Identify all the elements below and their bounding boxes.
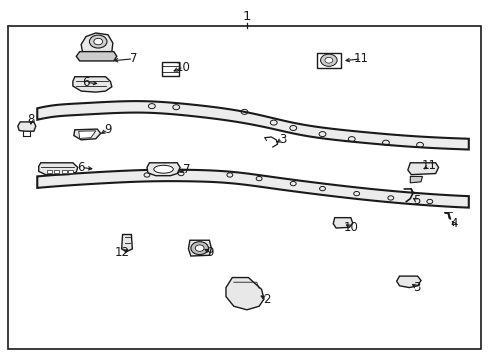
Text: 4: 4 xyxy=(449,217,457,230)
Text: 6: 6 xyxy=(82,76,90,89)
Circle shape xyxy=(325,57,332,63)
Text: 11: 11 xyxy=(353,52,368,65)
Polygon shape xyxy=(122,234,132,252)
Polygon shape xyxy=(407,163,438,175)
Polygon shape xyxy=(188,240,211,256)
Polygon shape xyxy=(225,278,264,310)
Text: 3: 3 xyxy=(278,132,285,145)
Text: 12: 12 xyxy=(115,246,130,259)
Text: 9: 9 xyxy=(104,123,111,136)
Circle shape xyxy=(94,39,102,45)
Text: 10: 10 xyxy=(176,60,191,73)
Bar xyxy=(47,170,52,173)
Polygon shape xyxy=(39,163,78,175)
Polygon shape xyxy=(73,77,112,92)
Polygon shape xyxy=(18,122,36,131)
Ellipse shape xyxy=(154,165,173,173)
Polygon shape xyxy=(396,276,420,288)
Polygon shape xyxy=(147,163,180,176)
Bar xyxy=(68,170,73,173)
Polygon shape xyxy=(37,170,468,208)
Circle shape xyxy=(195,245,203,251)
Polygon shape xyxy=(161,62,178,76)
Text: 7: 7 xyxy=(183,163,190,176)
Text: 5: 5 xyxy=(412,194,420,207)
Polygon shape xyxy=(316,53,340,68)
Text: 3: 3 xyxy=(412,281,420,294)
Circle shape xyxy=(320,54,336,66)
Polygon shape xyxy=(332,218,352,228)
Text: 2: 2 xyxy=(262,293,270,306)
Polygon shape xyxy=(79,131,96,138)
Polygon shape xyxy=(37,101,468,149)
Circle shape xyxy=(190,242,208,255)
Text: 6: 6 xyxy=(77,161,85,174)
Text: 11: 11 xyxy=(421,159,435,172)
Polygon shape xyxy=(74,129,101,140)
Bar xyxy=(61,170,66,173)
Polygon shape xyxy=(409,176,422,183)
Polygon shape xyxy=(81,33,113,58)
Text: 9: 9 xyxy=(206,246,214,259)
Text: 10: 10 xyxy=(343,221,358,234)
Text: 1: 1 xyxy=(242,10,251,23)
Text: 8: 8 xyxy=(27,113,35,126)
Circle shape xyxy=(89,35,107,48)
Polygon shape xyxy=(76,51,117,61)
Bar xyxy=(54,170,59,173)
Text: 7: 7 xyxy=(129,52,137,65)
